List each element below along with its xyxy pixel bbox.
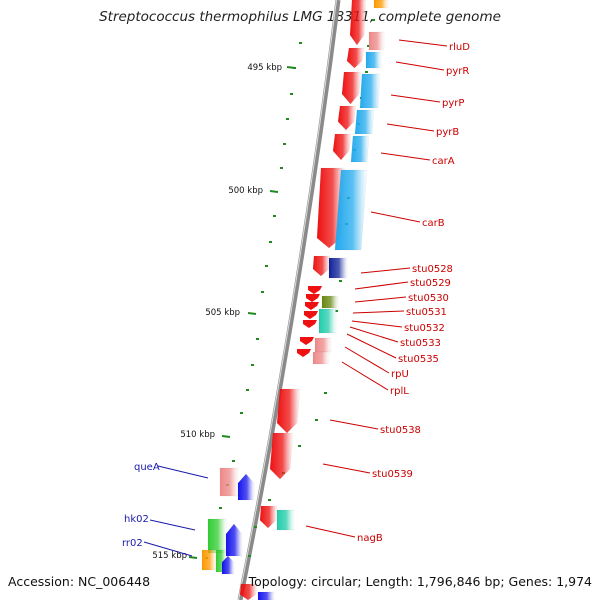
- leader-line: [305, 525, 356, 538]
- gene-label-hk02: hk02: [124, 514, 149, 525]
- gene-label-rr02: rr02: [122, 538, 143, 549]
- leader-line: [329, 419, 379, 430]
- gene-block-pyrB: [337, 105, 357, 131]
- gene-label-stu0538: stu0538: [380, 425, 421, 436]
- leader-line: [157, 465, 209, 479]
- gene-block-pyrP: [341, 71, 362, 105]
- leader-line: [398, 39, 448, 47]
- scale-ticks: [188, 19, 375, 559]
- leader-line: [143, 541, 193, 557]
- gene-label-pyrB: pyrB: [436, 127, 459, 138]
- gene-block-small: [297, 349, 311, 357]
- gene-label-stu0528: stu0528: [412, 264, 453, 275]
- gene-label-stu0531: stu0531: [406, 307, 447, 318]
- gene-block-small: [303, 320, 317, 328]
- leader-line: [349, 326, 399, 343]
- gene-label-stu0533: stu0533: [400, 338, 441, 349]
- major-tick: [247, 312, 257, 315]
- gene-block-stu0528: [312, 255, 331, 277]
- leader-line: [352, 310, 405, 314]
- gene-label-stu0530: stu0530: [408, 293, 449, 304]
- gene-label-stu0529: stu0529: [410, 278, 451, 289]
- kbp-label: 495 kbp: [247, 63, 282, 73]
- kbp-label: 505 kbp: [205, 308, 240, 318]
- gene-block-nagB: [259, 505, 278, 529]
- gene-label-rpU: rpU: [391, 369, 409, 380]
- gene-block-small: [304, 311, 318, 319]
- gene-label-queA: queA: [134, 462, 160, 473]
- gene-label-rluD: rluD: [449, 42, 470, 53]
- gene-block-small: [308, 286, 322, 294]
- gene-block-stu0538: [276, 388, 301, 434]
- kbp-label: 510 kbp: [180, 430, 215, 440]
- gene-block-cyan-pyrB: [354, 109, 375, 135]
- gene-block-cyan-carB: [334, 169, 368, 251]
- accession-text: Accession: NC_006448: [8, 574, 151, 589]
- gene-label-stu0539: stu0539: [372, 469, 413, 480]
- major-tick: [286, 66, 296, 69]
- gene-label-stu0532: stu0532: [404, 323, 445, 334]
- gene-label-pyrP: pyrP: [442, 98, 464, 109]
- major-tick: [188, 556, 198, 559]
- gene-block-rluD: [349, 0, 367, 46]
- gene-block-orange-top: [373, 0, 389, 9]
- gene-block-bottom: [239, 583, 258, 600]
- gene-block-pink-rluD: [368, 31, 385, 51]
- major-tick: [269, 190, 279, 193]
- leader-line: [341, 361, 389, 391]
- gene-blocks: [201, 0, 389, 600]
- leader-line: [380, 152, 431, 161]
- gene-block-cyan-pyrP: [359, 73, 381, 109]
- leader-line: [149, 519, 196, 531]
- gene-block-hk02: [207, 518, 227, 554]
- leader-line: [351, 320, 403, 328]
- leader-line: [386, 123, 435, 132]
- gene-label-rplL: rplL: [390, 386, 409, 397]
- leader-line: [322, 463, 371, 474]
- major-tick: [221, 435, 231, 438]
- gene-block-pink-rpU: [314, 337, 332, 353]
- gene-labels-left: queA hk02 rr02: [122, 462, 209, 557]
- leader-line: [346, 333, 397, 359]
- leader-line: [344, 346, 390, 374]
- leader-line: [390, 94, 441, 103]
- genome-backbone: [237, 0, 341, 600]
- gene-block-queA: [237, 473, 255, 501]
- gene-block-cyan-pyrR: [365, 51, 382, 69]
- gene-block-pyrR: [346, 47, 365, 69]
- leader-line: [360, 267, 411, 274]
- leader-line: [354, 296, 407, 303]
- gene-block-stu0539: [269, 432, 294, 480]
- gene-block-small: [300, 337, 314, 345]
- gene-block-cyan-carA: [350, 135, 370, 163]
- genome-summary-text: Topology: circular; Length: 1,796,846 bp…: [248, 574, 592, 589]
- gene-block-olive-stu0530: [321, 295, 339, 309]
- footer: Accession: NC_006448 Topology: circular;…: [0, 574, 600, 594]
- gene-block-pink-queA: [219, 467, 239, 497]
- gene-block-blue-hk02: [225, 523, 243, 557]
- gene-label-carB: carB: [422, 218, 445, 229]
- gene-block-pink-rplL: [312, 351, 330, 365]
- gene-label-carA: carA: [432, 156, 455, 167]
- kbp-label: 515 kbp: [152, 551, 187, 561]
- kbp-label: 500 kbp: [228, 186, 263, 196]
- gene-block-carA: [332, 133, 352, 161]
- gene-block-blue-bottom: [257, 591, 275, 600]
- gene-block-small: [305, 302, 319, 310]
- gene-label-pyrR: pyrR: [446, 66, 469, 77]
- gene-label-nagB: nagB: [357, 533, 383, 544]
- gene-block-rr02: [201, 549, 217, 571]
- gene-block-blue-rr02: [221, 555, 235, 575]
- gene-block-teal-nagB: [276, 509, 295, 531]
- gene-label-stu0535: stu0535: [398, 354, 439, 365]
- leader-line: [354, 281, 409, 290]
- map-title: Streptococcus thermophilus LMG 18311, co…: [99, 9, 501, 25]
- gene-block-teal-stu0531: [318, 308, 337, 334]
- gene-block-small: [306, 294, 320, 302]
- leader-line: [370, 211, 421, 223]
- gene-block-navy-stu0528: [328, 257, 348, 279]
- leader-line: [395, 61, 445, 71]
- gene-labels-right: rluD pyrR pyrP pyrB carA carB stu0528 stu0529 st…: [305, 39, 470, 544]
